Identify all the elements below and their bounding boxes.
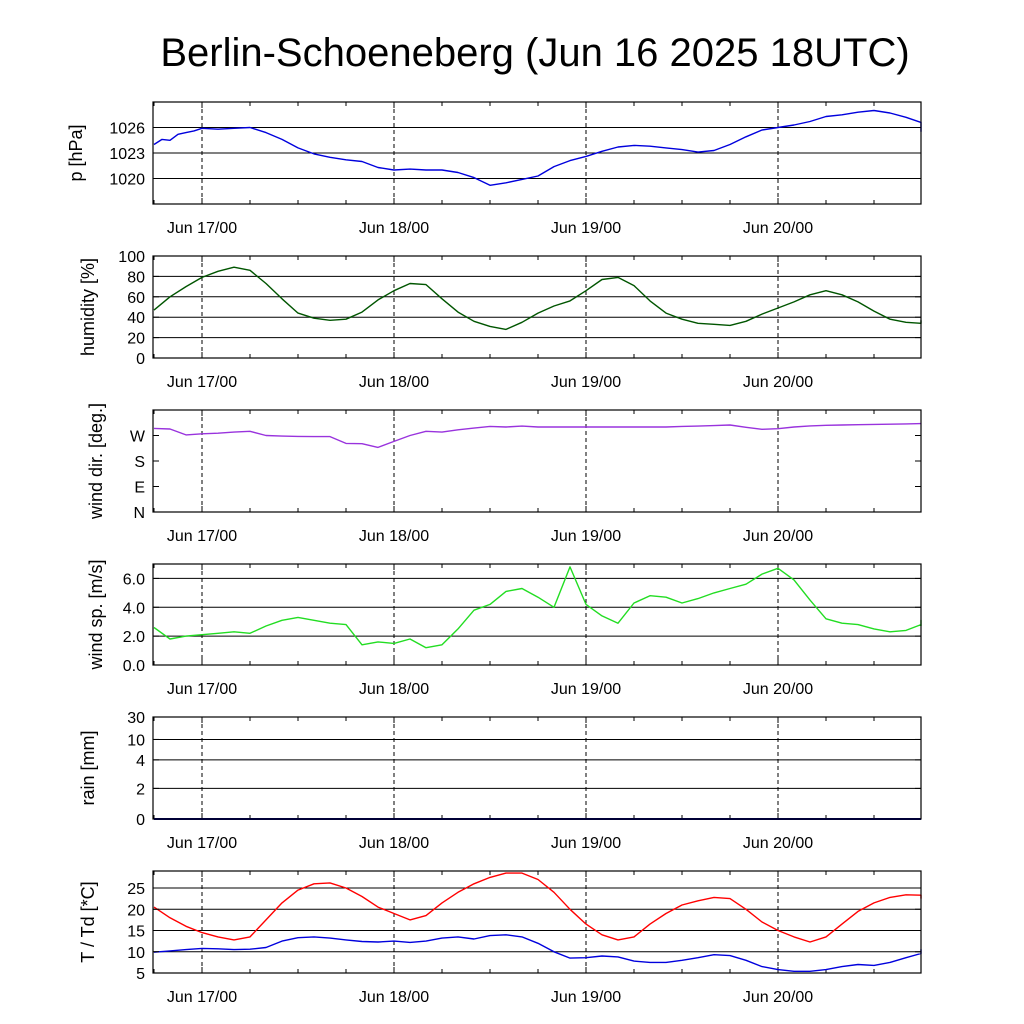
panel-rain: 30 10 4 2 0 Jun 17/00 Jun 18/00 Jun 19/00 Jun 20… — [78, 710, 922, 852]
x-tick-label: Jun 19/00 — [551, 374, 621, 391]
humidity-series-0 — [153, 266, 922, 331]
y-tick-label: 1023 — [109, 146, 145, 163]
y-tick-label: 0 — [136, 351, 145, 368]
x-tick-label: Jun 19/00 — [551, 835, 621, 852]
y-tick-label: W — [130, 429, 146, 446]
y-tick-label: 2.0 — [123, 629, 145, 646]
y-tick-label: 25 — [127, 881, 145, 898]
y-tick-label: 1026 — [109, 121, 145, 138]
x-tick-label: Jun 18/00 — [359, 835, 429, 852]
y-tick-label: 15 — [127, 924, 145, 941]
y-tick-label: N — [133, 505, 145, 522]
x-tick-label: Jun 20/00 — [743, 528, 813, 545]
plot-frame — [152, 409, 922, 513]
y-axis-label: humidity [%] — [78, 258, 98, 356]
x-tick-label: Jun 20/00 — [743, 835, 813, 852]
plot-frame — [152, 870, 922, 974]
y-tick-label: 20 — [127, 331, 145, 348]
y-axis-label: p [hPa] — [66, 124, 86, 181]
x-tick-label: Jun 17/00 — [167, 681, 237, 698]
panel-wind-speed: 6.0 4.0 2.0 0.0 Jun 17/00 Jun 18/00 Jun 19/00 J… — [86, 559, 922, 698]
x-tick-label: Jun 18/00 — [359, 528, 429, 545]
y-tick-label: 0.0 — [123, 658, 145, 675]
y-tick-label: 20 — [127, 902, 145, 919]
x-tick-label: Jun 17/00 — [167, 835, 237, 852]
x-tick-label: Jun 17/00 — [167, 374, 237, 391]
pressure-series-0 — [153, 109, 922, 187]
plot-frame — [152, 255, 922, 359]
x-tick-label: Jun 19/00 — [551, 681, 621, 698]
y-tick-label: 4 — [136, 753, 145, 770]
x-tick-label: Jun 18/00 — [359, 681, 429, 698]
y-tick-label: 1020 — [109, 172, 145, 189]
panel-pressure: 1026 1023 1020 Jun 17/00 Jun 18/00 Jun 19/00 J… — [66, 101, 922, 237]
x-tick-label: Jun 19/00 — [551, 220, 621, 237]
y-tick-label: 10 — [127, 945, 145, 962]
wind-speed-series-0 — [153, 566, 922, 649]
x-tick-label: Jun 19/00 — [551, 989, 621, 1006]
y-tick-label: S — [134, 454, 145, 471]
x-tick-label: Jun 17/00 — [167, 220, 237, 237]
y-axis-label: rain [mm] — [78, 730, 98, 805]
x-tick-label: Jun 18/00 — [359, 220, 429, 237]
y-tick-label: E — [134, 480, 145, 497]
y-tick-label: 80 — [127, 269, 145, 286]
temperature-series-0 — [153, 872, 922, 943]
wind-direction-series-0 — [153, 422, 922, 449]
y-tick-label: 2 — [136, 781, 145, 798]
panel-temperature: 25 20 15 10 5 Jun 17/00 Jun 18/00 Jun 19/00 Jun … — [78, 870, 922, 1006]
y-tick-label: 60 — [127, 290, 145, 307]
y-axis-label: wind sp. [m/s] — [86, 559, 106, 670]
plot-frame — [152, 716, 922, 820]
y-tick-label: 40 — [127, 310, 145, 327]
y-tick-label: 5 — [136, 966, 145, 983]
y-tick-label: 4.0 — [123, 600, 145, 617]
y-tick-label: 100 — [118, 249, 145, 266]
x-tick-label: Jun 19/00 — [551, 528, 621, 545]
y-tick-label: 10 — [127, 732, 145, 749]
x-tick-label: Jun 18/00 — [359, 989, 429, 1006]
x-tick-label: Jun 20/00 — [743, 374, 813, 391]
x-tick-label: Jun 17/00 — [167, 989, 237, 1006]
x-tick-label: Jun 17/00 — [167, 528, 237, 545]
plot-frame — [152, 563, 922, 666]
temperature-series-1 — [153, 934, 922, 972]
chart-title: Berlin-Schoeneberg (Jun 16 2025 18UTC) — [160, 31, 909, 75]
y-tick-label: 30 — [127, 710, 145, 727]
y-tick-label: 0 — [136, 812, 145, 829]
panel-humidity: 100 80 60 40 20 0 Jun 17/00 Jun 18/00 Jun 19/00 J… — [78, 249, 922, 391]
y-axis-label: T / Td [*C] — [78, 881, 98, 962]
y-axis-label: wind dir. [deg.] — [86, 403, 106, 520]
x-tick-label: Jun 20/00 — [743, 681, 813, 698]
x-tick-label: Jun 18/00 — [359, 374, 429, 391]
y-tick-label: 6.0 — [123, 571, 145, 588]
x-tick-label: Jun 20/00 — [743, 989, 813, 1006]
x-tick-label: Jun 20/00 — [743, 220, 813, 237]
